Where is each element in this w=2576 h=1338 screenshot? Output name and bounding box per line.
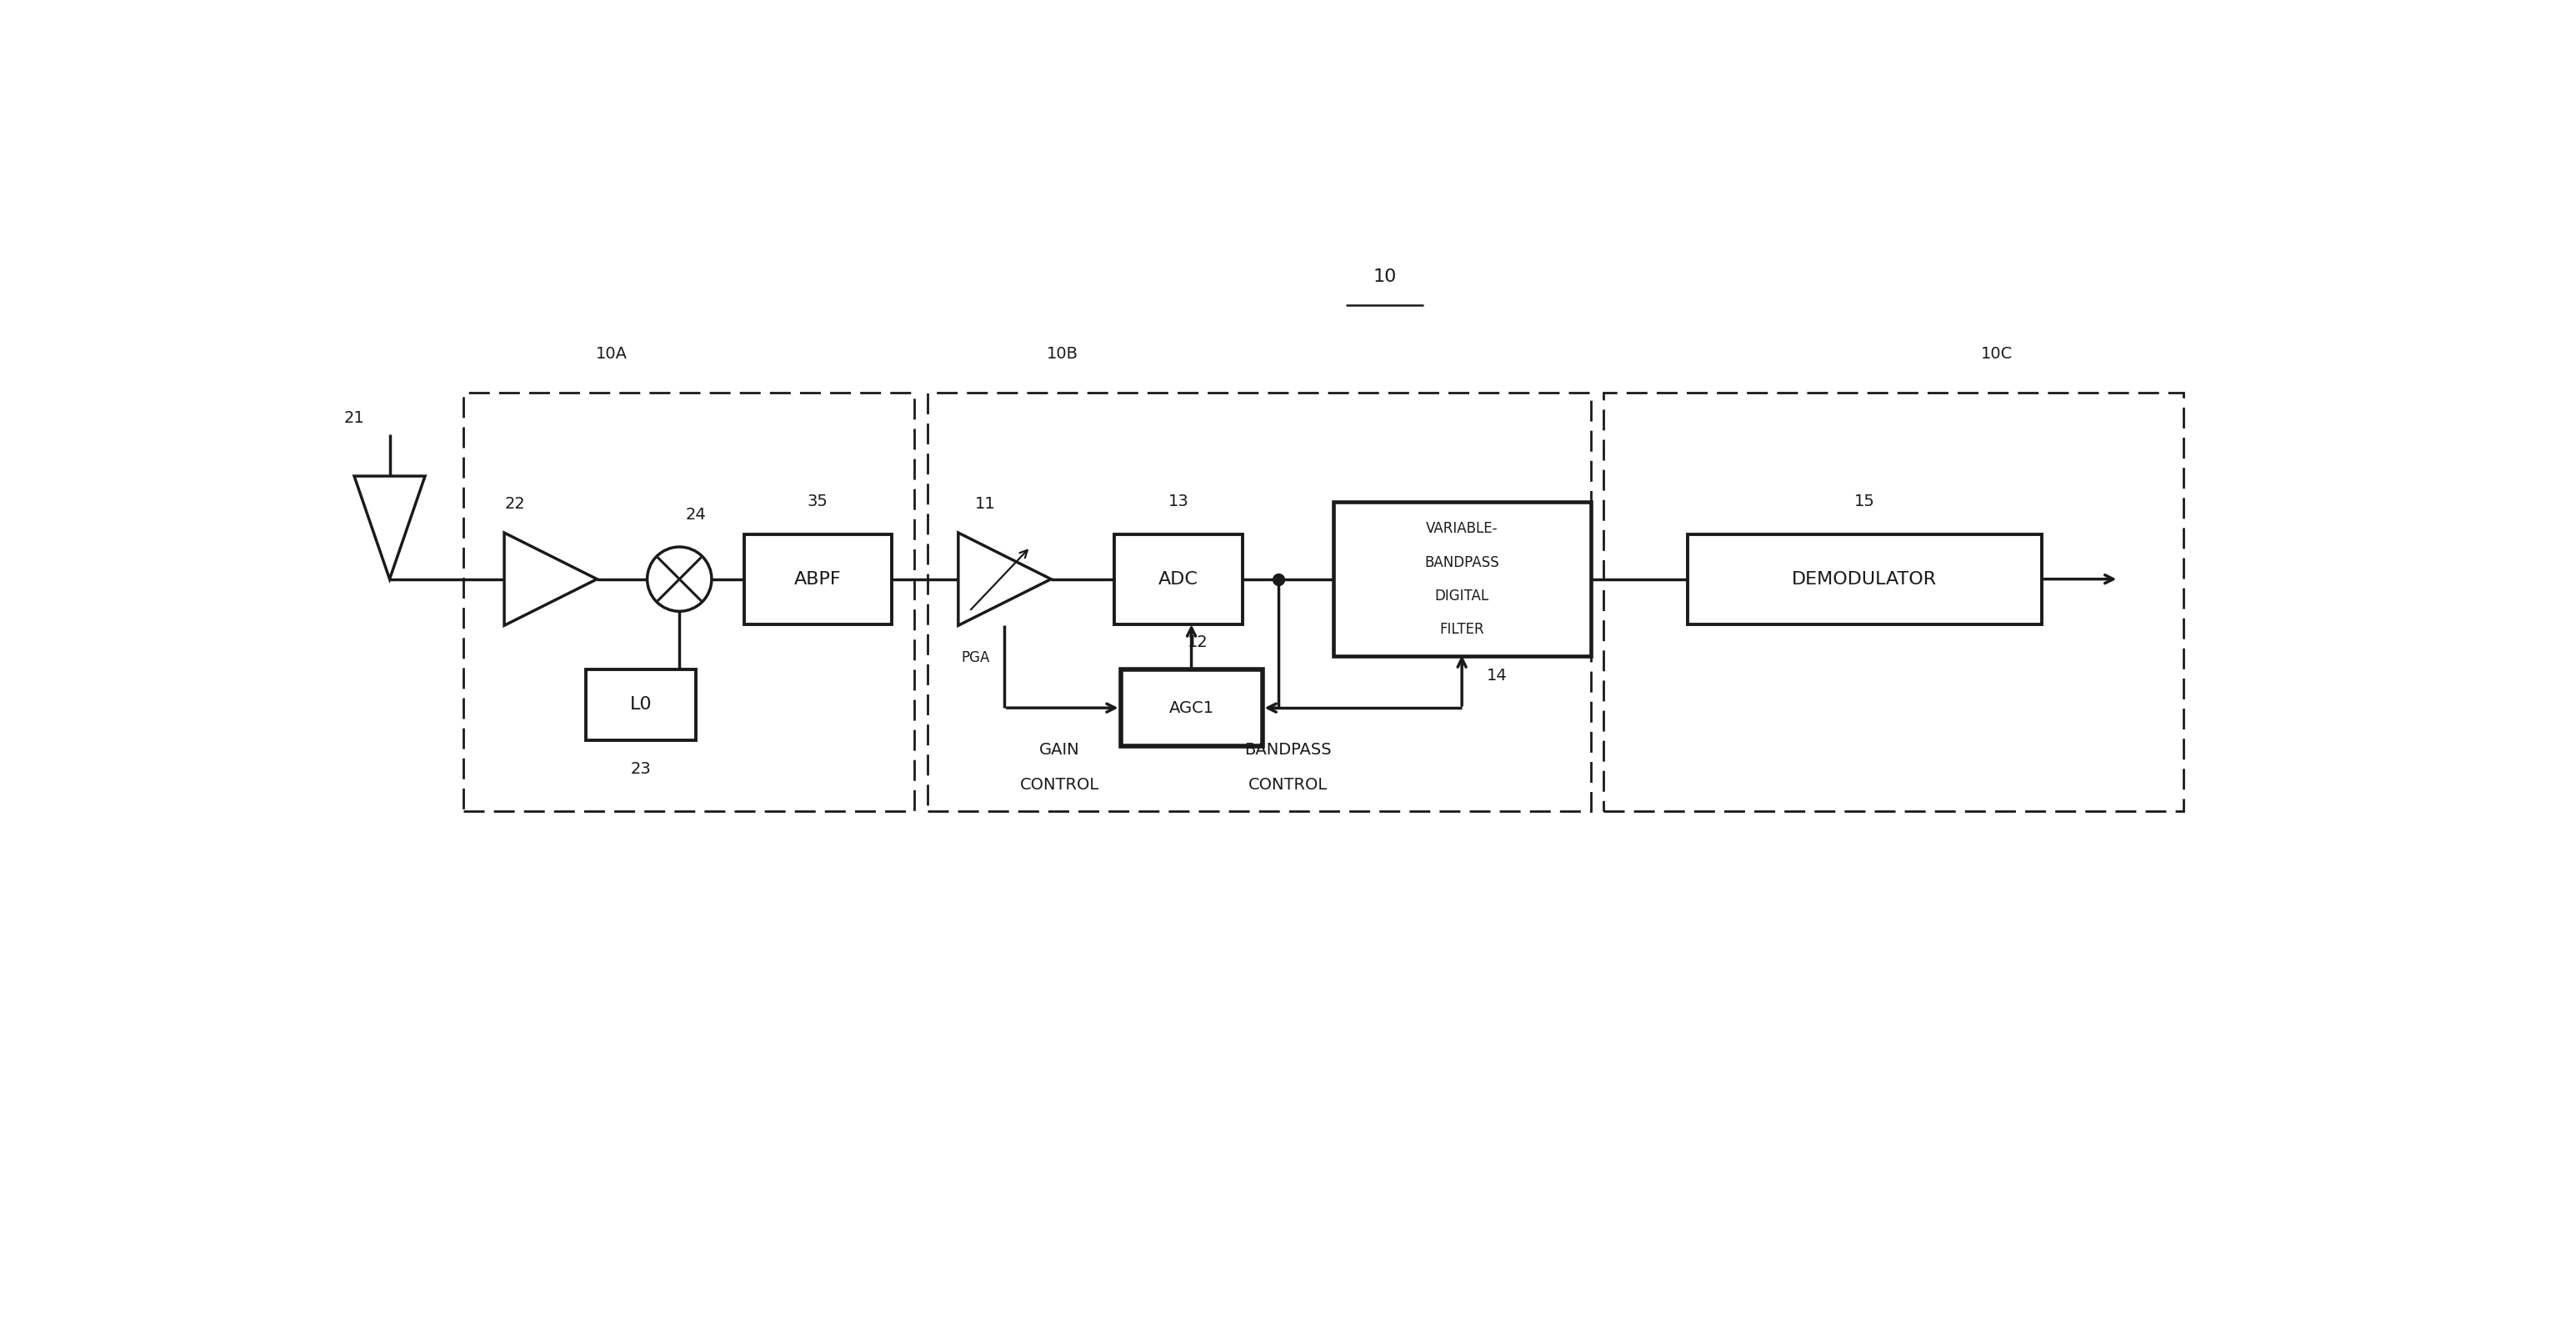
Text: 23: 23 bbox=[631, 761, 652, 777]
Text: 10A: 10A bbox=[595, 345, 629, 361]
Text: 10: 10 bbox=[1373, 268, 1396, 285]
Text: DIGITAL: DIGITAL bbox=[1435, 589, 1489, 603]
Text: BANDPASS: BANDPASS bbox=[1244, 741, 1332, 757]
Text: GAIN: GAIN bbox=[1038, 741, 1079, 757]
Text: DEMODULATOR: DEMODULATOR bbox=[1793, 571, 1937, 587]
Text: L0: L0 bbox=[629, 696, 652, 713]
Text: 10B: 10B bbox=[1046, 345, 1079, 361]
Text: FILTER: FILTER bbox=[1440, 622, 1484, 637]
Text: 21: 21 bbox=[343, 411, 366, 425]
Text: AGC1: AGC1 bbox=[1170, 700, 1213, 716]
Text: VARIABLE-: VARIABLE- bbox=[1427, 522, 1497, 537]
Bar bbox=[1687, 534, 2043, 624]
Bar bbox=[927, 392, 1592, 811]
Text: 10C: 10C bbox=[1981, 345, 2012, 361]
Text: CONTROL: CONTROL bbox=[1249, 777, 1327, 793]
Text: 13: 13 bbox=[1167, 494, 1190, 510]
Text: CONTROL: CONTROL bbox=[1020, 777, 1100, 793]
Text: 35: 35 bbox=[806, 494, 829, 510]
Text: 14: 14 bbox=[1486, 668, 1507, 684]
Text: 15: 15 bbox=[1855, 494, 1875, 510]
Text: 11: 11 bbox=[974, 496, 997, 511]
Text: BANDPASS: BANDPASS bbox=[1425, 555, 1499, 570]
Bar bbox=[744, 534, 891, 624]
Bar bbox=[1115, 534, 1244, 624]
Bar bbox=[587, 669, 696, 740]
Bar bbox=[464, 392, 914, 811]
Bar bbox=[1121, 669, 1262, 747]
Text: ABPF: ABPF bbox=[793, 571, 842, 587]
Bar bbox=[1602, 392, 2184, 811]
Bar bbox=[1334, 502, 1592, 657]
Text: 22: 22 bbox=[505, 496, 526, 511]
Text: ADC: ADC bbox=[1159, 571, 1198, 587]
Text: PGA: PGA bbox=[961, 650, 989, 665]
Text: 24: 24 bbox=[685, 507, 706, 523]
Text: 12: 12 bbox=[1188, 634, 1208, 650]
